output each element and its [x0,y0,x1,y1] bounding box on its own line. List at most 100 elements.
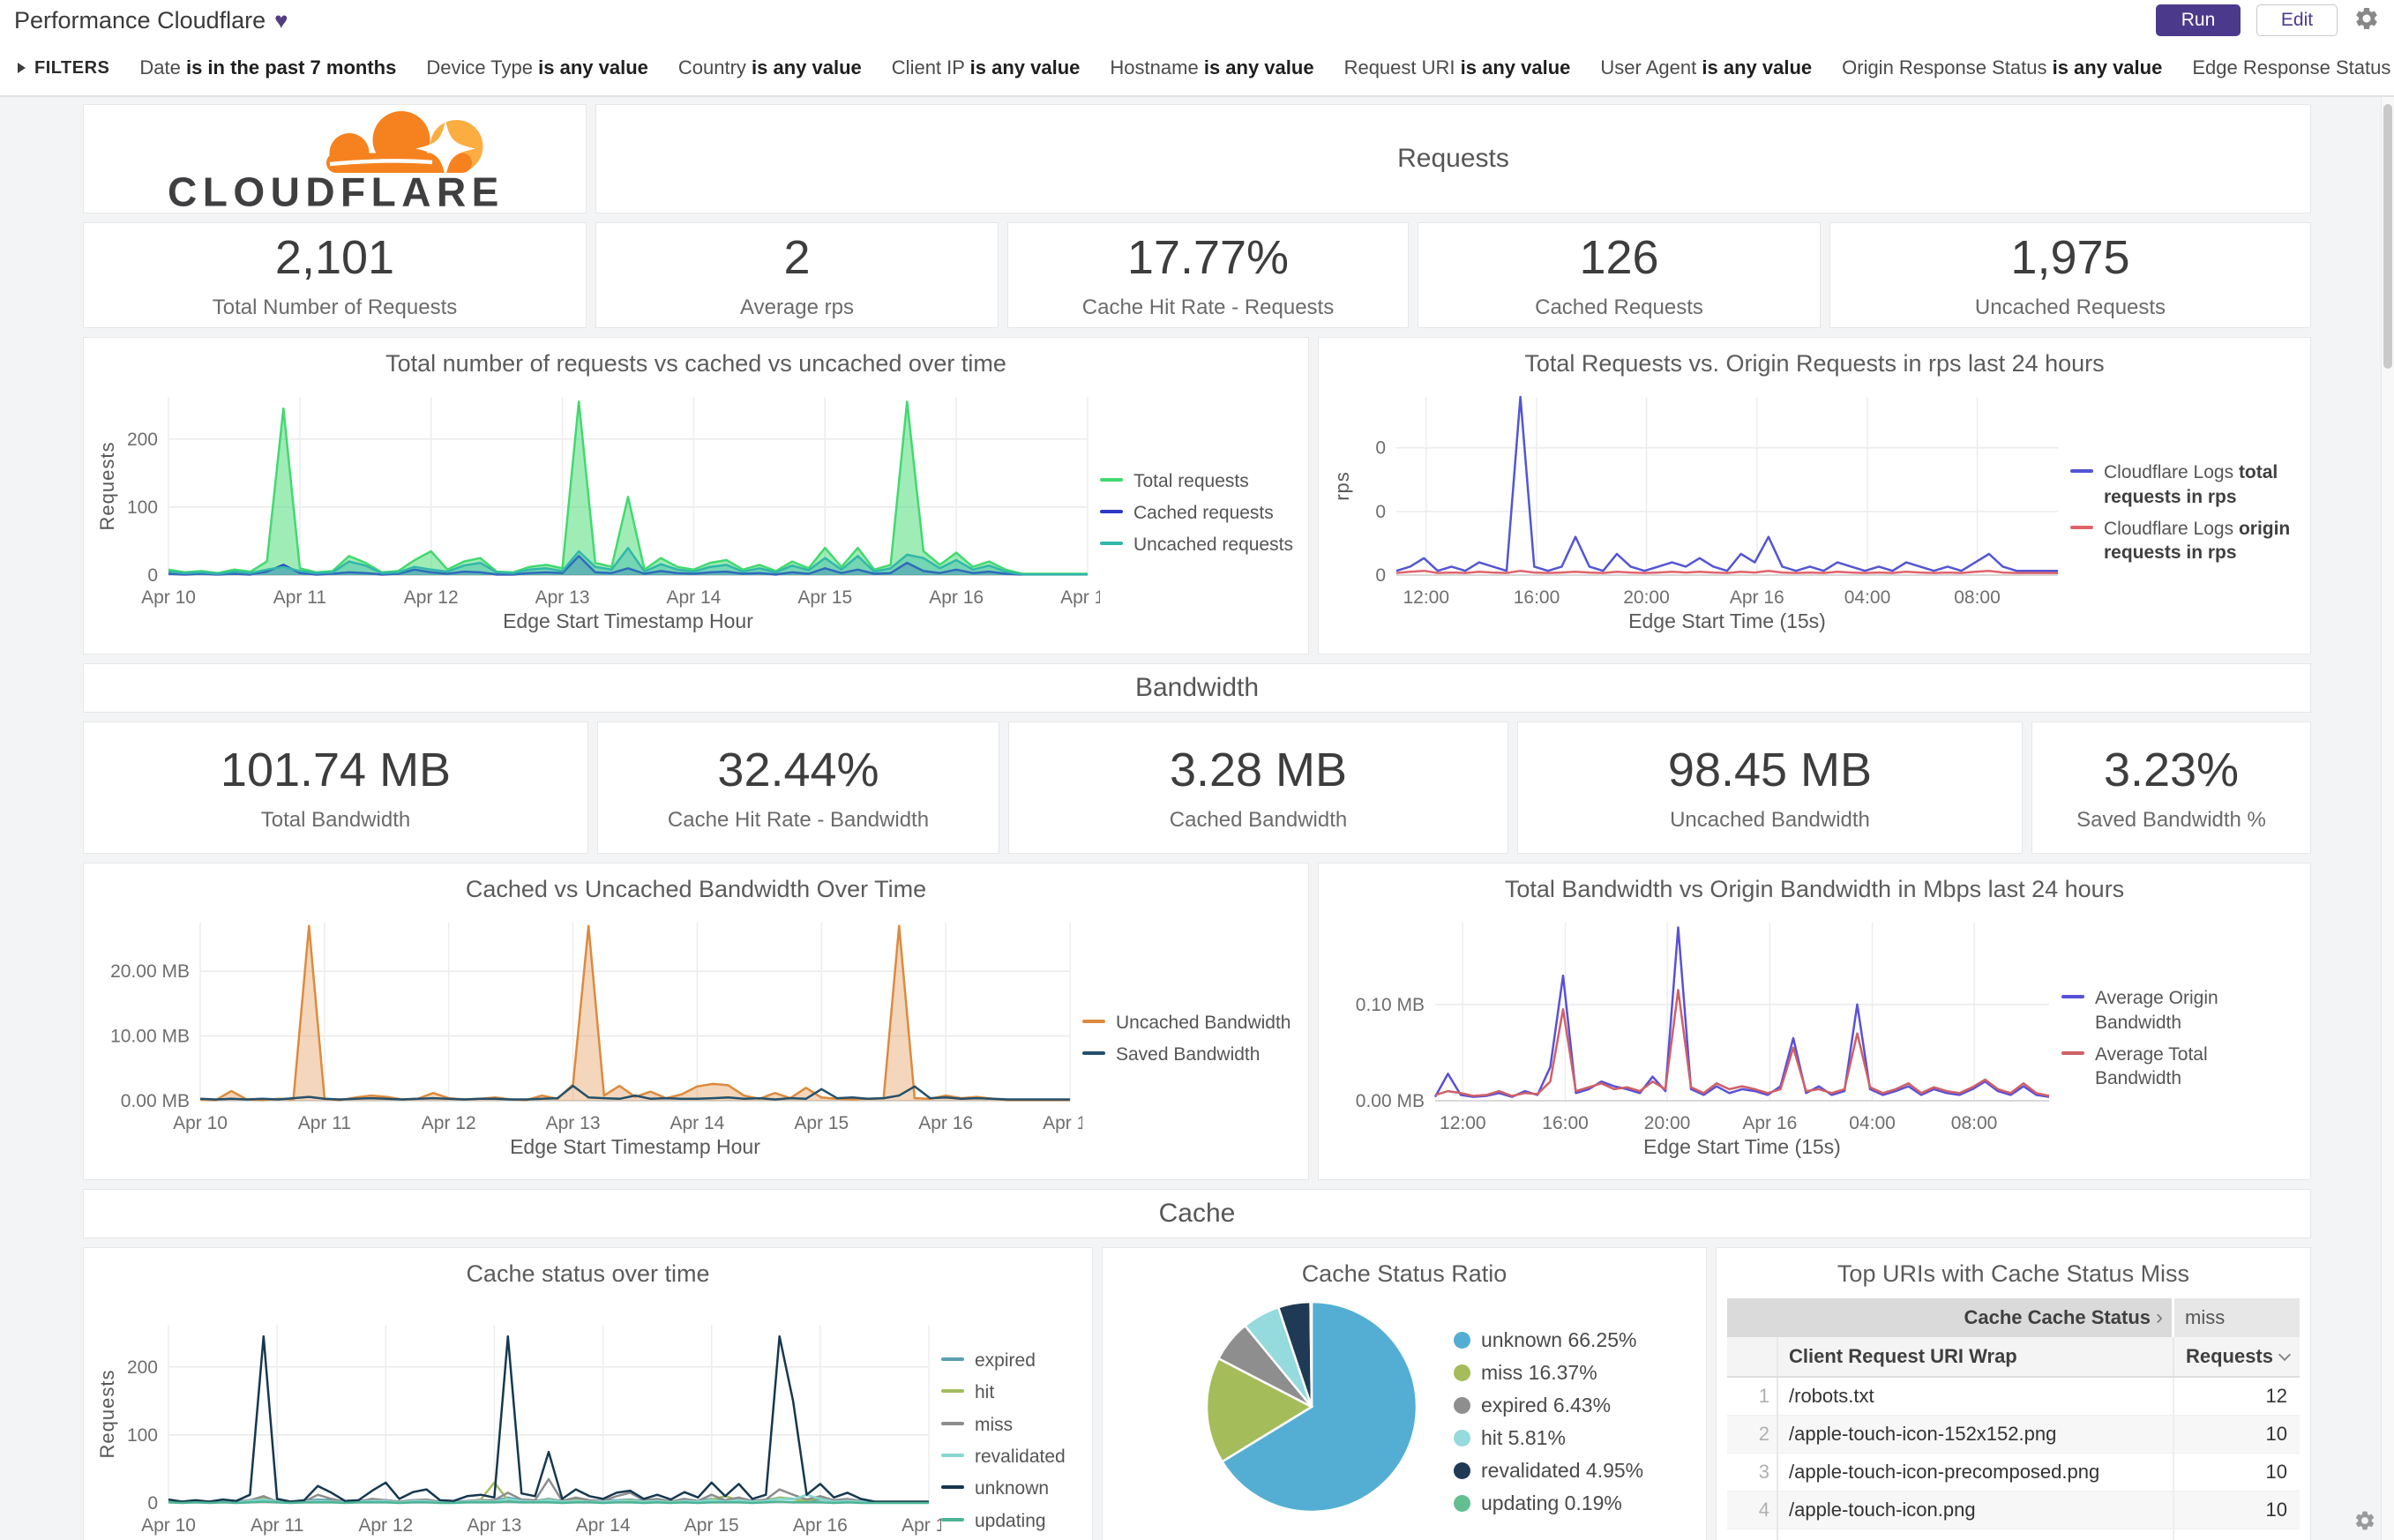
stat-label: Total Number of Requests [212,295,458,319]
legend-swatch [2061,995,2084,999]
stat-uncached-requests[interactable]: 1,975 Uncached Requests [1829,222,2311,328]
gear-icon[interactable] [2353,5,2380,36]
filter-origin-response-status[interactable]: Origin Response Status is any value [1842,56,2163,78]
scrollbar-thumb[interactable] [2383,104,2392,369]
requests-cell[interactable]: 12 [2172,1377,2300,1416]
pie-legend-item[interactable]: hit 5.81% [1454,1426,1643,1450]
rps-24h-chart[interactable]: 0 0 0 12:00 16:00 20:00 Apr 16 04:00 08:00 rps Edg… [1329,385,2070,642]
legend-item[interactable]: Uncached requests [1100,533,1294,557]
header-requests-sort[interactable]: Requests [2172,1337,2300,1378]
stat-cached-requests[interactable]: 126 Cached Requests [1418,222,1821,328]
pie-legend-dot [1454,1397,1470,1414]
legend-item[interactable]: updating [941,1509,1078,1533]
dashboard-gear-icon[interactable] [2353,1509,2376,1536]
filter-country[interactable]: Country is any value [677,56,862,78]
svg-text:0: 0 [147,1493,158,1514]
svg-text:0.00 MB: 0.00 MB [121,1091,190,1111]
legend-item[interactable]: Cloudflare Logs total requests in rps [2070,460,2296,509]
legend-item[interactable]: unknown [941,1476,1078,1500]
stat-saved-bandwidth-pct[interactable]: 3.23% Saved Bandwidth % [2031,721,2311,854]
header-client-request-uri[interactable]: Client Request URI Wrap [1777,1337,2173,1378]
stat-cached-bandwidth[interactable]: 3.28 MB Cached Bandwidth [1008,721,1508,854]
legend-item[interactable]: Saved Bandwidth [1082,1043,1294,1066]
requests-cell[interactable]: 7 [2172,1529,2300,1540]
table-row[interactable]: 4/apple-touch-icon.png 10 [1727,1491,2300,1529]
legend-item[interactable]: revalidated [941,1445,1078,1469]
chart-title: Total Bandwidth vs Origin Bandwidth in M… [1504,876,2125,902]
table-row[interactable]: 1/robots.txt 12 [1727,1377,2300,1416]
pie-legend-item[interactable]: expired 6.43% [1454,1394,1643,1417]
pie-legend-label: miss 16.37% [1481,1361,1597,1384]
stat-value: 32.44% [717,744,879,796]
pie-legend-item[interactable]: unknown 66.25% [1454,1328,1643,1352]
legend-item[interactable]: miss [941,1413,1078,1437]
legend-item[interactable]: Average Origin Bandwidth [2061,986,2296,1035]
legend-item[interactable]: hit [941,1380,1078,1404]
vertical-scrollbar[interactable] [2381,97,2394,1540]
svg-text:20:00: 20:00 [1644,1113,1691,1133]
stat-value: 101.74 MB [220,744,452,796]
pivot-band-value[interactable]: miss [2172,1298,2300,1337]
legend-swatch [2070,526,2093,529]
filter-edge-response-status[interactable]: Edge Response Status is any value [2192,56,2391,78]
svg-text:Apr 14: Apr 14 [576,1515,631,1536]
filter-user-agent[interactable]: User Agent is any value [1600,56,1813,78]
run-button[interactable]: Run [2156,4,2241,36]
svg-text:Apr 12: Apr 12 [422,1113,476,1133]
svg-text:Apr 13: Apr 13 [467,1515,521,1536]
requests-cell[interactable]: 10 [2172,1415,2300,1454]
table-row[interactable]: 3/apple-touch-icon-precomposed.png 10 [1727,1453,2300,1491]
cloudflare-logo: CLOUDFLARE® [168,111,503,211]
row-request-charts: Total number of requests vs cached vs un… [83,337,2311,654]
cache-over-time-chart[interactable]: 0 100 200 Apr 10 Apr 11 Apr 12 Apr 13 Apr 14 Apr… [94,1312,941,1540]
uri-cell[interactable]: / [1777,1529,2173,1540]
table-row[interactable]: 2/apple-touch-icon-152x152.png 10 [1727,1415,2300,1454]
stat-uncached-bandwidth[interactable]: 98.45 MB Uncached Bandwidth [1517,721,2023,854]
filters-toggle[interactable]: FILTERS [18,58,109,78]
uri-cell[interactable]: /robots.txt [1777,1377,2173,1416]
chart-title: Total number of requests vs cached vs un… [385,350,1006,377]
requests-cell[interactable]: 10 [2172,1453,2300,1491]
svg-text:Apr 17: Apr 17 [1043,1113,1082,1133]
filter-request-uri[interactable]: Request URI is any value [1343,56,1571,78]
stat-cache-hit-rate-requests[interactable]: 17.77% Cache Hit Rate - Requests [1007,222,1409,328]
bandwidth-24h-chart[interactable]: 0.00 MB 0.10 MB 12:00 16:00 20:00 Apr 16 04:00… [1329,910,2061,1168]
filter-client-ip[interactable]: Client IP is any value [891,56,1081,78]
table-row[interactable]: 5/7 [1727,1529,2300,1540]
legend-item[interactable]: Total requests [1100,469,1294,493]
cache-status-ratio-pie[interactable] [1201,1297,1422,1517]
filters-label: FILTERS [34,57,110,78]
pie-legend-item[interactable]: revalidated 4.95% [1454,1459,1643,1483]
svg-text:20:00: 20:00 [1623,587,1670,608]
legend-item[interactable]: expired [941,1349,1078,1372]
uri-cell[interactable]: /apple-touch-icon.png [1777,1491,2173,1529]
uri-cell[interactable]: /apple-touch-icon-precomposed.png [1777,1453,2173,1491]
filters-expand-icon [18,63,26,73]
stat-total-bandwidth[interactable]: 101.74 MB Total Bandwidth [83,721,588,854]
svg-text:0: 0 [147,565,158,586]
legend-item[interactable]: Average Total Bandwidth [2061,1043,2296,1091]
filter-date[interactable]: Date is in the past 7 months [139,56,397,78]
legend-label: Average Total Bandwidth [2095,1044,2208,1089]
stat-cache-hit-rate-bandwidth[interactable]: 32.44% Cache Hit Rate - Bandwidth [597,721,999,854]
bandwidth-over-time-chart[interactable]: 0.00 MB 10.00 MB 20.00 MB Apr 10 Apr 11 Apr 1… [94,910,1082,1168]
requests-cell[interactable]: 10 [2172,1491,2300,1529]
filter-device-type[interactable]: Device Type is any value [426,56,648,78]
edit-button[interactable]: Edit [2256,4,2338,36]
row-requests-header: CLOUDFLARE® Requests [83,104,2311,213]
filter-hostname[interactable]: Hostname is any value [1110,56,1314,78]
filters-bar: FILTERS Date is in the past 7 months Dev… [0,41,2394,97]
legend-item[interactable]: Uncached Bandwidth [1082,1011,1294,1035]
stat-total-requests[interactable]: 2,101 Total Number of Requests [83,222,587,328]
requests-over-time-chart[interactable]: 0 100 200 Apr 10 Apr 11 Apr 12 Apr 13 Apr 14 Apr… [94,385,1100,642]
stat-average-rps[interactable]: 2 Average rps [595,222,999,328]
pie-legend-item[interactable]: updating 0.19% [1454,1491,1643,1515]
pie-legend-item[interactable]: miss 16.37% [1454,1361,1643,1385]
legend-item[interactable]: Cached requests [1100,501,1294,525]
legend-label: Saved Bandwidth [1116,1044,1261,1065]
stat-label: Cache Hit Rate - Requests [1081,295,1335,319]
legend-swatch [2061,1051,2084,1055]
pivot-band-label[interactable]: Cache Cache Status › [1727,1298,2173,1337]
uri-cell[interactable]: /apple-touch-icon-152x152.png [1777,1415,2173,1454]
legend-item[interactable]: Cloudflare Logs origin requests in rps [2070,517,2296,565]
